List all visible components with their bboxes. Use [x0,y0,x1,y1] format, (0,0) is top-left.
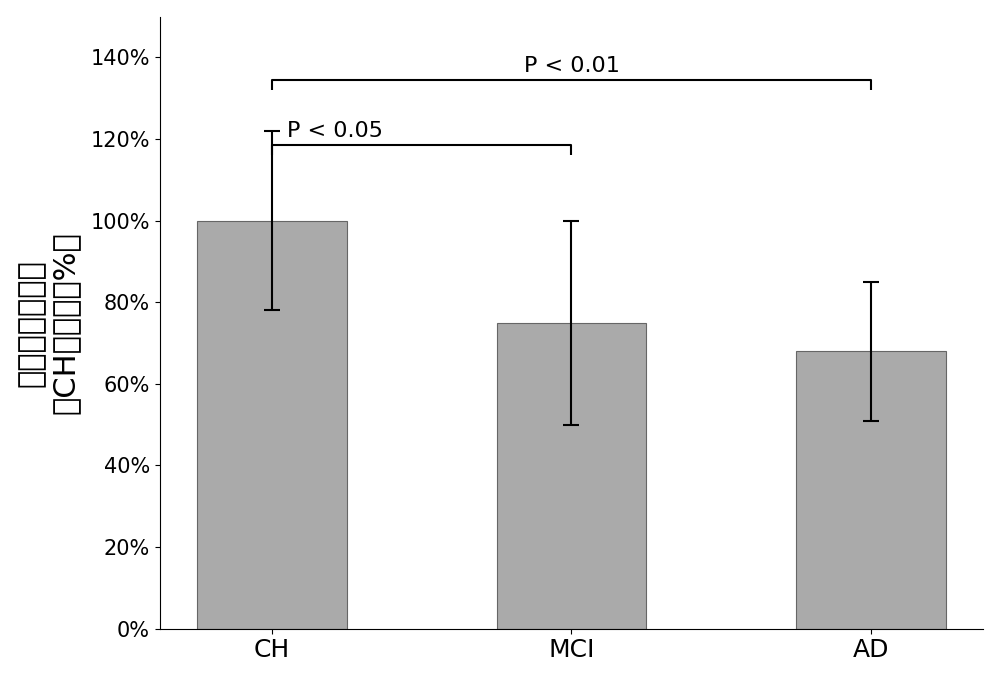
Text: P < 0.05: P < 0.05 [287,121,383,141]
Bar [796,351,946,629]
Bar [197,221,347,629]
Y-axis label: 收取量的测定值
（CH平均值的%）: 收取量的测定值 （CH平均值的%） [17,232,79,414]
Text: P < 0.01: P < 0.01 [524,56,619,76]
Bar [497,323,646,629]
